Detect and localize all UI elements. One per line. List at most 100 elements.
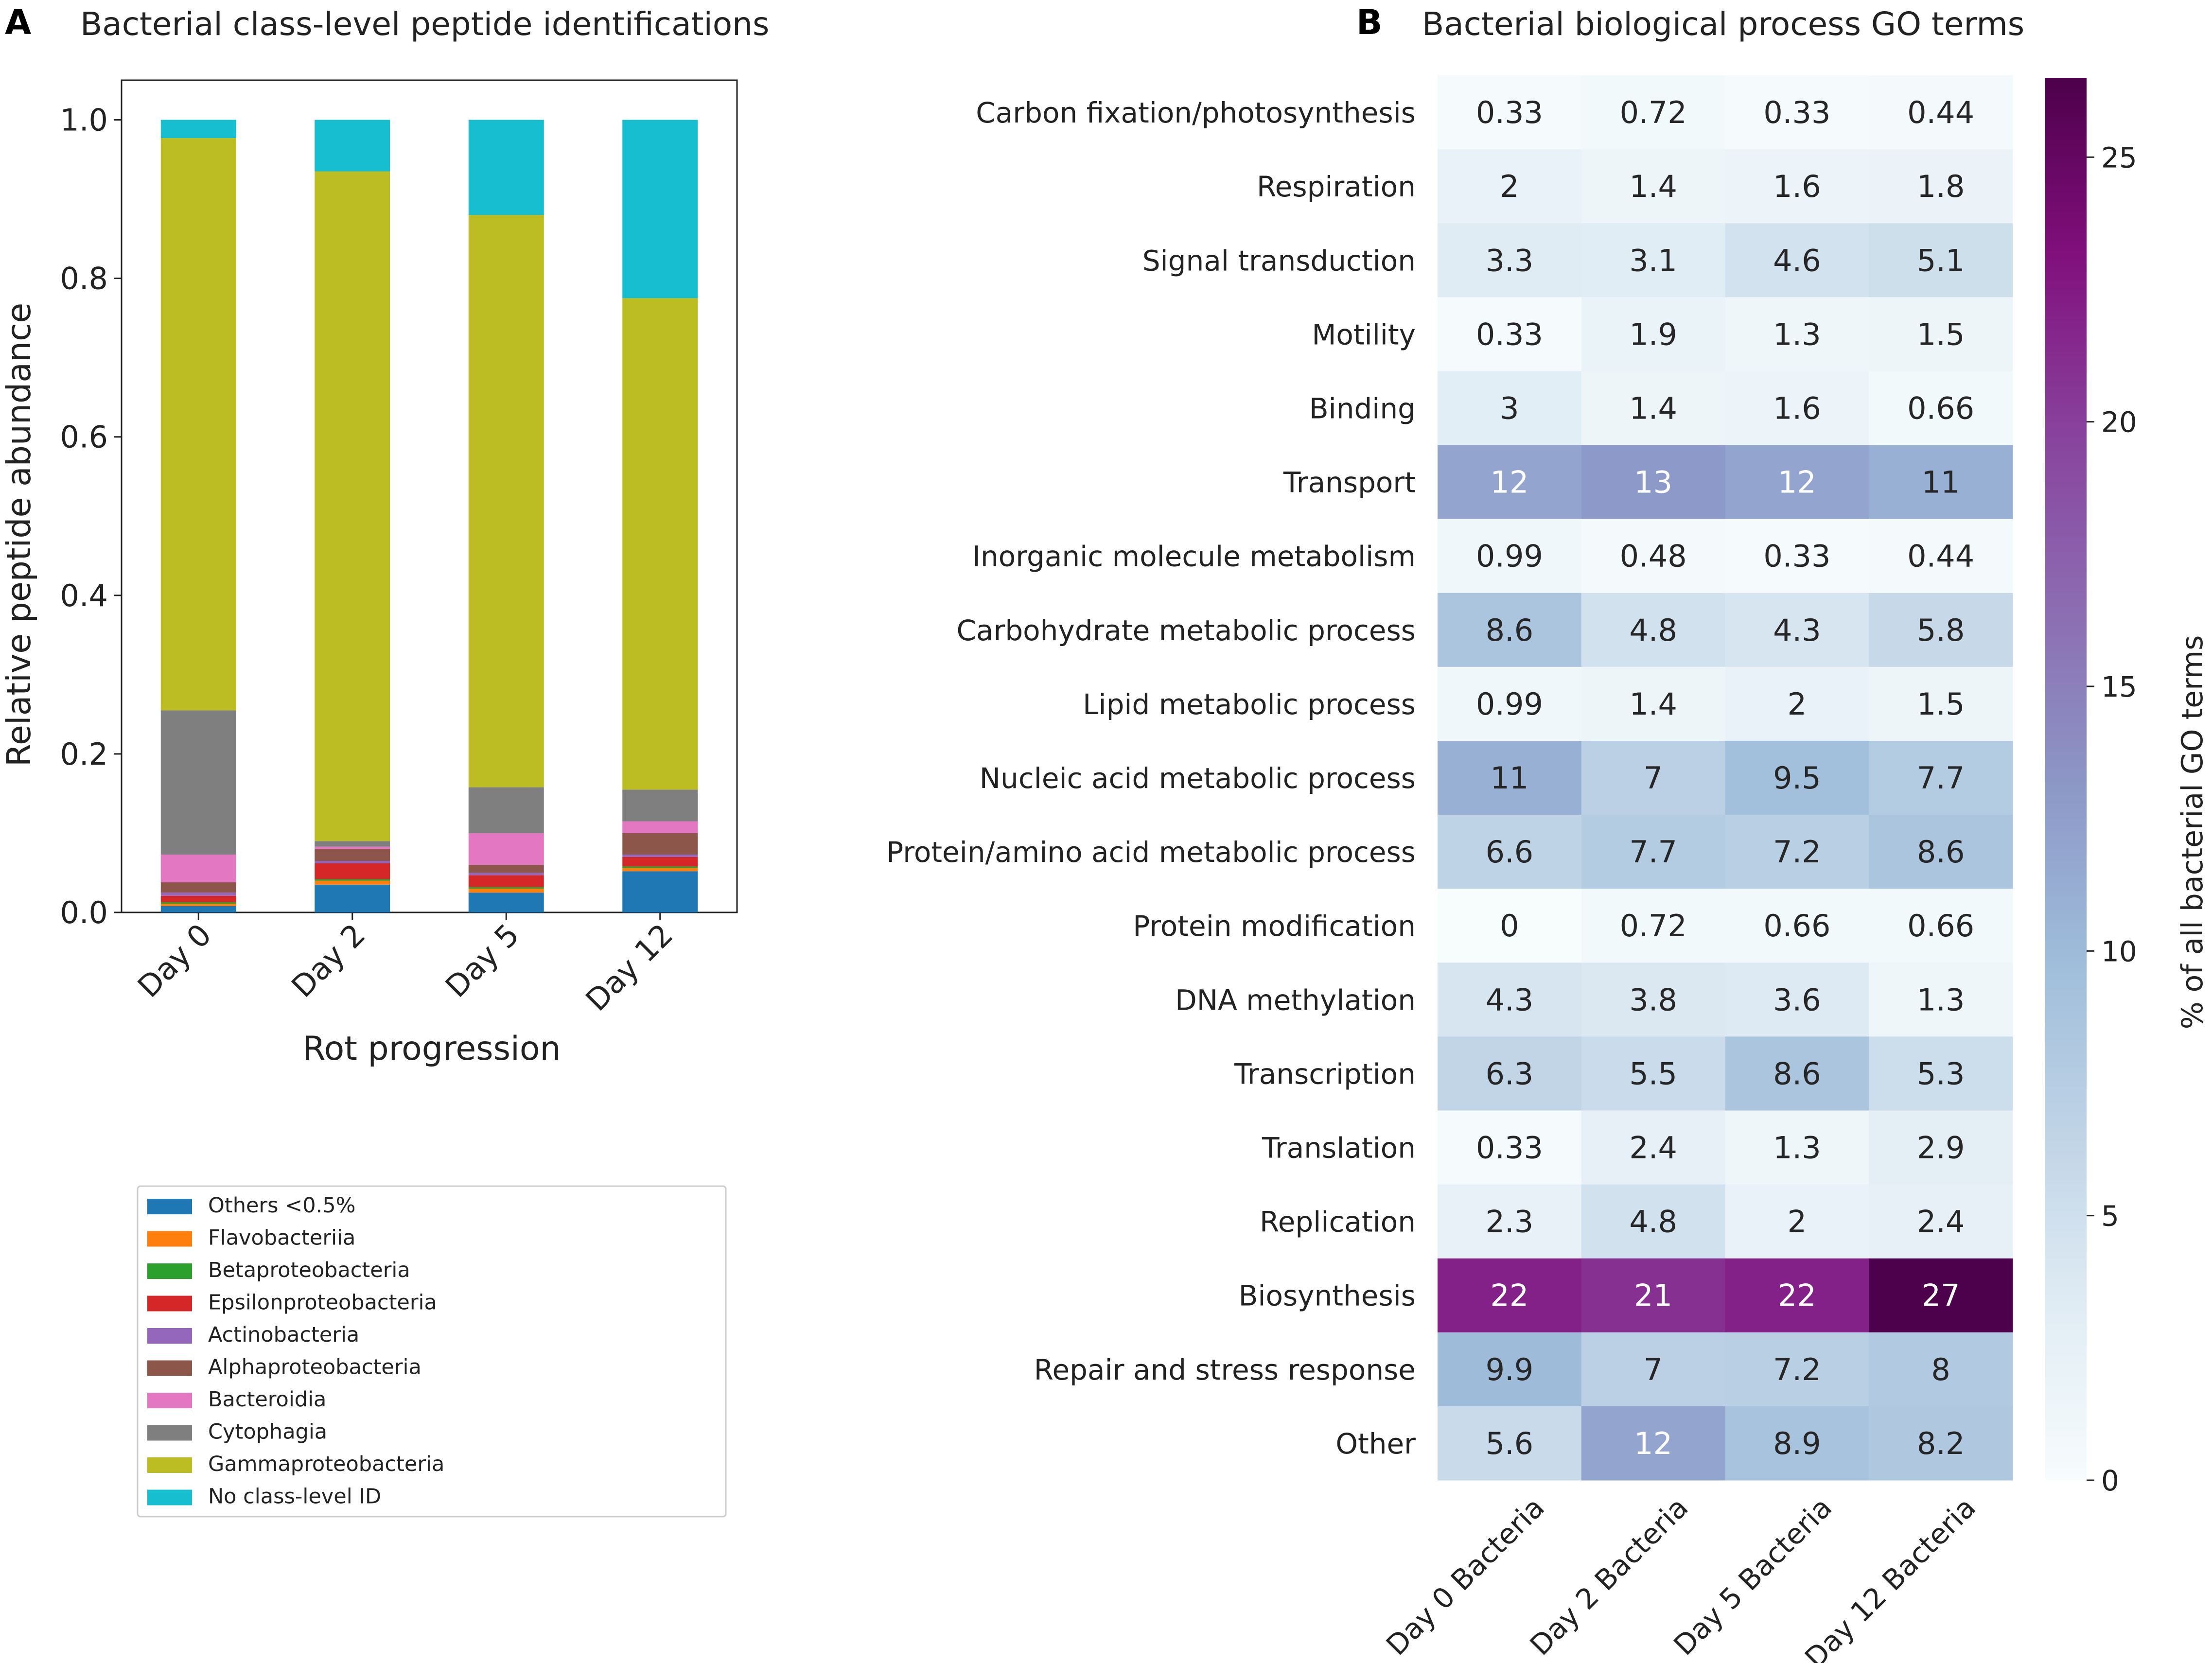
legend-label: Cytophagia <box>208 1420 327 1444</box>
heatmap-cell <box>1581 1184 1725 1259</box>
heatmap-cell-value: 1.5 <box>1917 686 1965 722</box>
bar-segment <box>622 120 698 298</box>
colorbar-gradient <box>2045 78 2087 1480</box>
heatmap-row-label: Translation <box>1262 1132 1416 1165</box>
heatmap-cell-value: 7.2 <box>1773 834 1821 870</box>
legend-label: Actinobacteria <box>208 1323 359 1347</box>
heatmap-cell <box>1581 1406 1725 1481</box>
heatmap-cell <box>1438 1258 1582 1333</box>
bar-segment <box>315 846 390 849</box>
heatmap-cell <box>1438 75 1582 150</box>
legend-swatch <box>147 1425 192 1441</box>
heatmap-cell <box>1869 519 2013 594</box>
bar-segment <box>622 866 698 868</box>
panel-a-x-tick-label: Day 12 <box>579 917 680 1018</box>
heatmap-row-label: Replication <box>1260 1206 1416 1239</box>
heatmap-cell <box>1581 666 1725 741</box>
heatmap-cell <box>1869 445 2013 520</box>
bar-segment <box>160 710 236 855</box>
heatmap-cell <box>1725 1036 1869 1111</box>
heatmap-row-label: Inorganic molecule metabolism <box>972 540 1416 573</box>
heatmap-cell-value: 2.4 <box>1629 1130 1677 1166</box>
heatmap-cell <box>1438 666 1582 741</box>
colorbar-tick-label: 5 <box>2101 1200 2119 1233</box>
bar-segment <box>160 138 236 711</box>
heatmap-cell-value: 8.6 <box>1486 613 1534 648</box>
heatmap-cell-value: 7.7 <box>1629 834 1677 870</box>
heatmap-cell-value: 12 <box>1778 465 1816 500</box>
heatmap-cell-value: 7 <box>1644 760 1663 796</box>
bar-segment <box>468 865 544 873</box>
bar-segment <box>468 887 544 889</box>
panel-b-title: Bacterial biological process GO terms <box>1422 5 2024 43</box>
legend-label: Gammaproteobacteria <box>208 1452 444 1476</box>
heatmap-cell <box>1438 1332 1582 1407</box>
heatmap-cell-value: 1.3 <box>1773 316 1821 352</box>
heatmap-cell <box>1581 297 1725 371</box>
heatmap-cell <box>1869 963 2013 1037</box>
heatmap-column-label: Day 0 Bacteria <box>1380 1491 1551 1662</box>
legend-swatch <box>147 1263 192 1279</box>
bar-segment <box>468 893 544 912</box>
panel-a-x-tick-label: Day 5 <box>439 917 526 1004</box>
panel-a-title: Bacterial class-level peptide identifica… <box>80 5 769 43</box>
heatmap-cell-value: 2 <box>1500 169 1519 204</box>
heatmap-cell-value: 5.3 <box>1917 1056 1965 1091</box>
bar-segment <box>315 884 390 912</box>
heatmap-cell <box>1438 1184 1582 1259</box>
heatmap-cell-value: 11 <box>1922 465 1960 500</box>
heatmap-cell-value: 0.99 <box>1476 539 1543 574</box>
heatmap-cell <box>1581 519 1725 594</box>
bar-segment <box>468 889 544 893</box>
bar-segment <box>160 906 236 912</box>
heatmap-cell-value: 0.33 <box>1476 95 1543 130</box>
colorbar-tick-label: 0 <box>2101 1464 2119 1497</box>
heatmap-cell <box>1869 1110 2013 1185</box>
heatmap-cell <box>1581 1036 1725 1111</box>
colorbar-tick-label: 25 <box>2101 141 2137 174</box>
legend-swatch <box>147 1360 192 1376</box>
bar-segment <box>315 120 390 172</box>
bar-segment <box>622 854 698 857</box>
heatmap-cell <box>1438 371 1582 446</box>
panel-a-legend: Others <0.5% Flavobacteriia Betaproteobact… <box>137 1185 727 1518</box>
heatmap-cell <box>1869 297 2013 371</box>
heatmap-cell <box>1581 149 1725 224</box>
heatmap-row-label: Protein modification <box>1133 910 1416 943</box>
heatmap-cell-value: 8.9 <box>1773 1426 1821 1461</box>
heatmap-cell-value: 8.6 <box>1773 1056 1821 1091</box>
legend-swatch <box>147 1328 192 1344</box>
heatmap-cell <box>1725 519 1869 594</box>
bar-segment <box>468 833 544 865</box>
heatmap-cell-value: 8.2 <box>1917 1426 1965 1461</box>
heatmap-row-label: Transport <box>1283 466 1416 499</box>
heatmap-cell <box>1438 740 1582 815</box>
heatmap-cell-value: 5.1 <box>1917 243 1965 278</box>
heatmap-column-label: Day 2 Bacteria <box>1524 1491 1695 1662</box>
legend-swatch <box>147 1393 192 1408</box>
heatmap-cell-value: 7.7 <box>1917 760 1965 796</box>
heatmap-cell-value: 22 <box>1778 1278 1816 1313</box>
heatmap-cell <box>1869 666 2013 741</box>
bar-segment <box>622 821 698 833</box>
heatmap-cell <box>1725 75 1869 150</box>
heatmap-cell-value: 1.4 <box>1629 686 1677 722</box>
legend-swatch <box>147 1231 192 1247</box>
heatmap-cell-value: 12 <box>1490 465 1528 500</box>
heatmap-cell <box>1438 963 1582 1037</box>
bar-segment <box>622 789 698 822</box>
panel-a-y-tick-label: 0.8 <box>60 261 108 297</box>
heatmap-cell <box>1725 149 1869 224</box>
heatmap-cell-value: 2.3 <box>1486 1204 1534 1240</box>
heatmap-cell-value: 9.5 <box>1773 760 1821 796</box>
bar-segment <box>315 863 390 879</box>
legend-swatch <box>147 1457 192 1473</box>
heatmap-cell-value: 2.9 <box>1917 1130 1965 1166</box>
heatmap-cell <box>1869 1184 2013 1259</box>
heatmap-cell-value: 1.6 <box>1773 169 1821 204</box>
bar-segment <box>468 787 544 833</box>
heatmap-cell <box>1725 889 1869 963</box>
heatmap-cell-value: 2 <box>1788 686 1807 722</box>
heatmap-cell <box>1725 740 1869 815</box>
bar-segment <box>160 893 236 896</box>
